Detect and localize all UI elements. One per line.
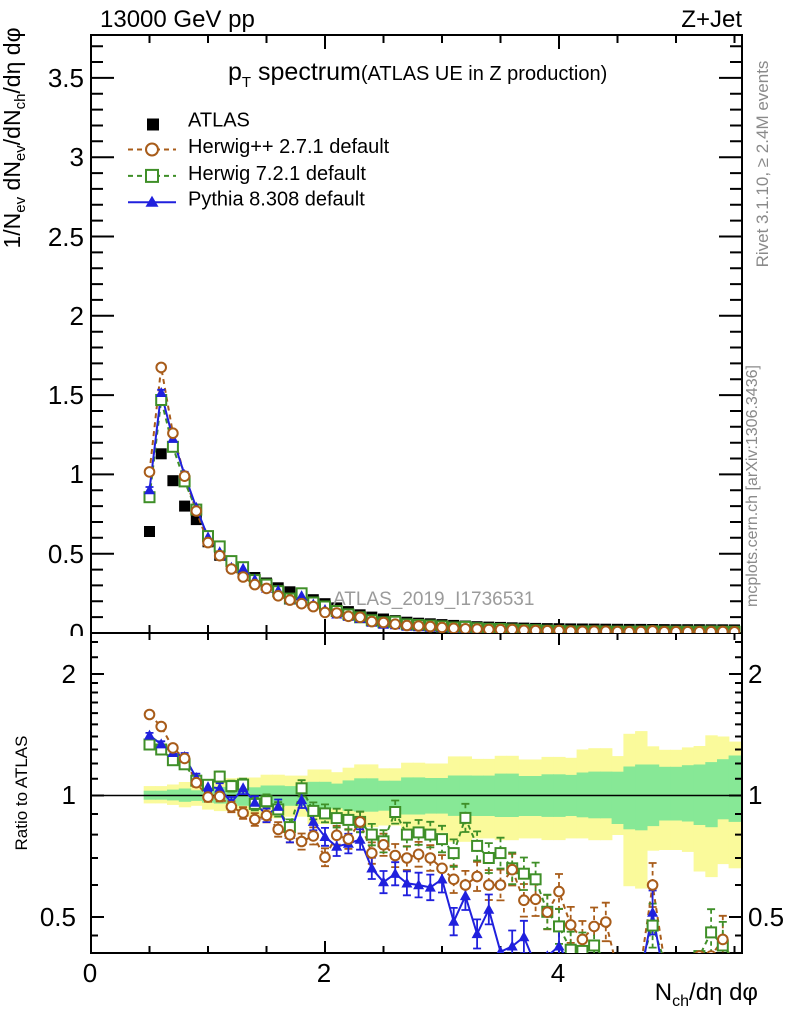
svg-text:Nch/dη dφ: Nch/dη dφ: [655, 979, 758, 1010]
svg-text:1: 1: [748, 780, 762, 810]
svg-text:1/Nev dNev/dNch/dη dφ: 1/Nev dNev/dNch/dη dφ: [0, 28, 29, 249]
svg-text:Rivet 3.1.10, ≥ 2.4M events: Rivet 3.1.10, ≥ 2.4M events: [753, 61, 772, 268]
svg-text:3: 3: [70, 142, 84, 172]
svg-text:2.5: 2.5: [48, 222, 84, 252]
svg-text:2: 2: [748, 659, 762, 689]
svg-text:1.5: 1.5: [48, 380, 84, 410]
svg-text:1: 1: [70, 459, 84, 489]
svg-text:ATLAS: ATLAS: [188, 110, 250, 132]
svg-text:0.5: 0.5: [48, 539, 84, 569]
svg-text:4: 4: [551, 958, 565, 988]
svg-text:ATLAS_2019_I1736531: ATLAS_2019_I1736531: [333, 589, 534, 610]
svg-text:0.5: 0.5: [748, 902, 784, 932]
svg-text:mcplots.cern.ch [arXiv:1306.34: mcplots.cern.ch [arXiv:1306.3436]: [744, 365, 761, 607]
svg-text:Pythia 8.308 default: Pythia 8.308 default: [188, 188, 365, 210]
svg-text:Z+Jet: Z+Jet: [681, 6, 742, 33]
svg-text:13000 GeV pp: 13000 GeV pp: [100, 6, 255, 33]
svg-text:2: 2: [62, 659, 76, 689]
svg-text:Ratio to ATLAS: Ratio to ATLAS: [12, 736, 31, 851]
svg-text:1: 1: [62, 780, 76, 810]
svg-text:0.5: 0.5: [40, 902, 76, 932]
svg-text:3.5: 3.5: [48, 63, 84, 93]
svg-text:Herwig++ 2.7.1 default: Herwig++ 2.7.1 default: [188, 136, 390, 158]
svg-text:2: 2: [317, 958, 331, 988]
svg-text:Herwig 7.2.1 default: Herwig 7.2.1 default: [188, 163, 366, 185]
svg-text:pT spectrum(ATLAS UE in Z prod: pT spectrum(ATLAS UE in Z production): [228, 58, 607, 91]
svg-text:2: 2: [70, 301, 84, 331]
svg-text:0: 0: [83, 958, 97, 988]
